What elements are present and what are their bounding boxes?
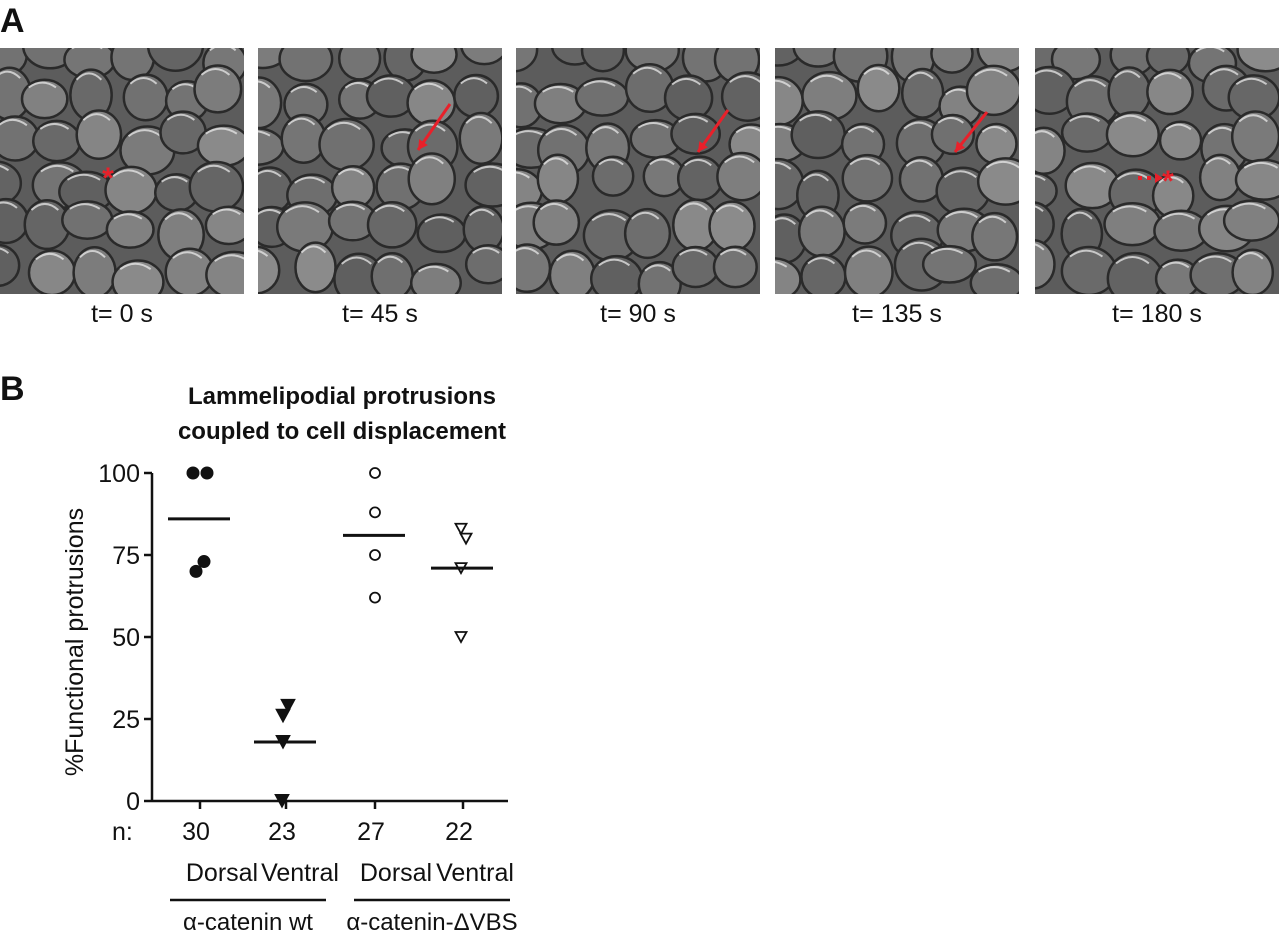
functional-protrusions-chart: Lammelipodial protrusions coupled to cell… <box>61 383 518 936</box>
cell-texture: * <box>0 48 244 294</box>
data-point <box>369 591 381 604</box>
svg-text:*: * <box>1162 165 1174 198</box>
group-label: α-catenin-ΔVBS <box>346 909 517 936</box>
y-tick-label: 0 <box>126 788 140 816</box>
micrograph-frame-3 <box>775 48 1019 294</box>
time-label: t= 0 s <box>91 300 153 328</box>
cell-asterisk-marker: * <box>102 162 114 195</box>
y-tick-label: 75 <box>112 542 140 570</box>
y-tick-label: 50 <box>112 624 140 652</box>
group-label: α-catenin wt <box>183 909 313 936</box>
n-value: 23 <box>268 818 296 846</box>
y-axis-label: %Functional protrusions <box>61 508 89 776</box>
protrusion-arrow <box>953 111 989 153</box>
chart-title: Lammelipodial protrusions coupled to cell… <box>178 383 506 445</box>
cell-texture <box>516 48 760 294</box>
group-labels: α-catenin wt α-catenin-ΔVBS <box>170 898 518 936</box>
data-point <box>186 466 200 480</box>
n-value: 27 <box>357 818 385 846</box>
data-point <box>197 555 211 569</box>
data-point <box>458 532 474 546</box>
n-value: 30 <box>182 818 210 846</box>
panel-b-label: B <box>0 370 25 408</box>
x-axis <box>152 799 508 809</box>
protrusion-arrow <box>696 109 730 153</box>
time-label: t= 90 s <box>600 300 676 328</box>
category-label: Dorsal <box>186 859 258 887</box>
cell-texture: * <box>1035 48 1279 294</box>
data-point <box>275 708 291 724</box>
displacement-marker: * <box>1138 165 1174 198</box>
data-point <box>369 506 381 519</box>
micrograph-frame-4: * <box>1035 48 1279 294</box>
time-label: t= 135 s <box>852 300 942 328</box>
cell-texture <box>775 48 1019 294</box>
data-point <box>453 522 469 536</box>
micrograph-frame-1 <box>258 48 502 294</box>
micrograph-frame-2 <box>516 48 760 294</box>
category-label: Ventral <box>261 859 339 887</box>
time-label: t= 180 s <box>1112 300 1202 328</box>
chart-title-line: coupled to cell displacement <box>178 418 506 445</box>
data-point <box>189 564 203 578</box>
n-value: 22 <box>445 818 473 846</box>
data-point <box>200 466 214 480</box>
n-label: n: <box>112 818 133 846</box>
time-label: t= 45 s <box>342 300 418 328</box>
category-label: Ventral <box>436 859 514 887</box>
panel-a-label: A <box>0 2 25 40</box>
data-point <box>453 631 469 644</box>
protrusion-arrow <box>416 103 452 151</box>
data-point <box>280 698 296 714</box>
mean-lines <box>168 517 493 744</box>
data-point <box>369 549 381 561</box>
cell-texture <box>258 48 502 294</box>
micrograph-frame-0: * <box>0 48 244 294</box>
category-label: Dorsal <box>360 859 432 887</box>
chart-title-line: Lammelipodial protrusions <box>188 383 496 410</box>
data-point <box>369 467 381 479</box>
y-tick-label: 100 <box>98 460 140 488</box>
y-axis: 0 25 50 75 100 %Functional protrusions <box>61 460 154 816</box>
y-tick-label: 25 <box>112 706 140 734</box>
data-point <box>274 794 290 809</box>
